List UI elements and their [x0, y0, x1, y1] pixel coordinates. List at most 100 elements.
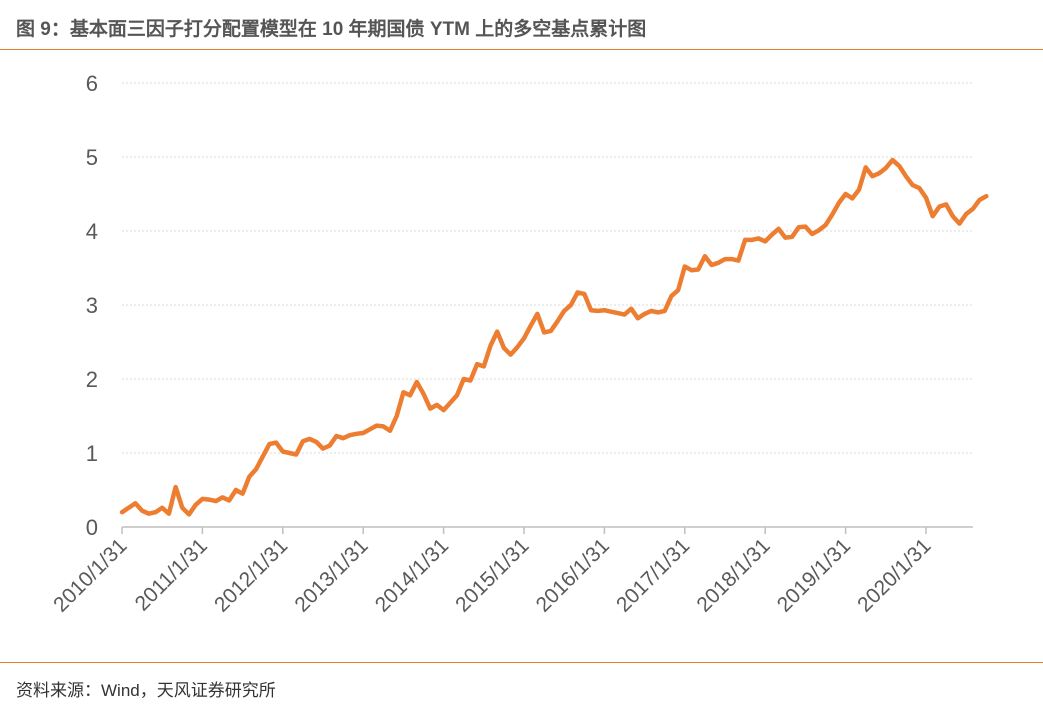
source-divider: [0, 662, 1043, 663]
data-point: [402, 391, 405, 394]
data-point: [831, 213, 833, 216]
data-point: [288, 452, 291, 454]
x-tick-labels: 2010/1/31 2011/1/312012/1/312013/1/312014…: [49, 534, 935, 616]
data-point: [804, 225, 807, 228]
data-point: [328, 444, 331, 447]
x-tick-label: 2019/1/31: [773, 534, 855, 616]
data-point: [221, 496, 224, 499]
data-point: [650, 310, 653, 312]
data-point: [938, 205, 941, 208]
data-point: [596, 310, 599, 312]
data-point: [925, 196, 927, 199]
data-point: [154, 511, 157, 513]
data-point: [349, 434, 351, 437]
data-point: [978, 199, 981, 201]
data-point: [851, 197, 854, 200]
data-point: [503, 347, 505, 349]
data-point: [449, 401, 452, 404]
x-tick-label: 2011/1/31: [131, 534, 212, 615]
data-point: [174, 486, 177, 488]
data-point: [771, 233, 773, 236]
line-chart: 0 1 2 3 4 5 6 2010/1/31 2011/1/312012/1/312013/…: [49, 71, 989, 617]
data-point: [911, 184, 914, 186]
data-point: [670, 295, 673, 297]
data-point: [282, 450, 284, 453]
data-point: [730, 258, 733, 260]
data-point: [844, 193, 847, 195]
data-point: [168, 512, 170, 515]
data-point: [322, 447, 324, 450]
data-point: [389, 430, 391, 432]
data-point: [121, 511, 123, 513]
y-tick-label: 2: [86, 367, 98, 392]
data-point: [965, 213, 967, 215]
data-point: [797, 226, 800, 229]
data-point: [308, 438, 311, 440]
data-point: [369, 428, 371, 431]
data-point: [724, 258, 726, 260]
data-point: [275, 441, 277, 444]
data-point: [918, 187, 921, 189]
data-point: [818, 229, 820, 232]
data-point: [697, 268, 699, 271]
data-point: [261, 455, 264, 458]
y-tick-labels: 0 1 2 3 4 5 6: [86, 71, 98, 540]
data-point: [590, 309, 592, 311]
data-point: [529, 324, 532, 327]
data-point: [784, 236, 787, 239]
data-point: [704, 255, 706, 257]
gridlines: [122, 82, 973, 454]
data-point: [550, 330, 552, 332]
y-tick-label: 6: [86, 71, 98, 96]
data-point: [583, 293, 586, 295]
data-point: [751, 239, 753, 241]
data-point: [603, 309, 606, 311]
title-divider: [0, 49, 1043, 50]
data-point: [623, 313, 626, 316]
source-note: 资料来源：Wind，天风证券研究所: [16, 681, 276, 700]
data-point: [643, 313, 646, 315]
data-point: [228, 499, 230, 502]
data-point: [958, 222, 961, 225]
data-point: [663, 310, 666, 312]
data-point: [509, 353, 512, 356]
data-point: [141, 509, 143, 512]
data-point: [462, 378, 465, 380]
x-tick-label: 2015/1/31: [451, 534, 533, 616]
x-tick-label: 2017/1/31: [612, 534, 694, 616]
data-point: [476, 363, 478, 366]
data-point: [931, 215, 934, 217]
data-point: [543, 331, 545, 334]
x-tick-label: 2012/1/31: [210, 534, 292, 616]
y-tick-label: 3: [86, 293, 98, 318]
data-point: [295, 453, 298, 456]
data-point: [764, 240, 766, 243]
data-point: [342, 437, 344, 440]
data-point: [127, 506, 130, 509]
data-point: [375, 424, 378, 427]
figure-title: 图 9：基本面三因子打分配置模型在 10 年期国债 YTM 上的多空基点累计图: [16, 19, 647, 40]
data-point: [496, 330, 499, 333]
data-point: [362, 432, 365, 434]
data-point: [429, 407, 432, 410]
data-point: [684, 265, 686, 268]
data-point: [717, 262, 720, 264]
data-point: [563, 310, 565, 312]
data-point: [905, 175, 907, 178]
data-point: [268, 443, 271, 445]
data-point: [516, 346, 519, 348]
data-point: [181, 506, 184, 509]
data-point: [791, 236, 793, 238]
data-point: [744, 239, 746, 241]
data-point: [556, 320, 559, 323]
data-point: [235, 489, 237, 491]
data-point: [952, 215, 954, 217]
data-point: [898, 165, 900, 167]
data-point: [161, 506, 163, 509]
data-point: [838, 202, 840, 204]
data-point: [483, 365, 485, 368]
x-tick-label: 2013/1/31: [290, 534, 372, 616]
data-point: [335, 435, 338, 437]
x-tick-label: 2014/1/31: [371, 534, 453, 616]
data-point: [436, 404, 438, 406]
